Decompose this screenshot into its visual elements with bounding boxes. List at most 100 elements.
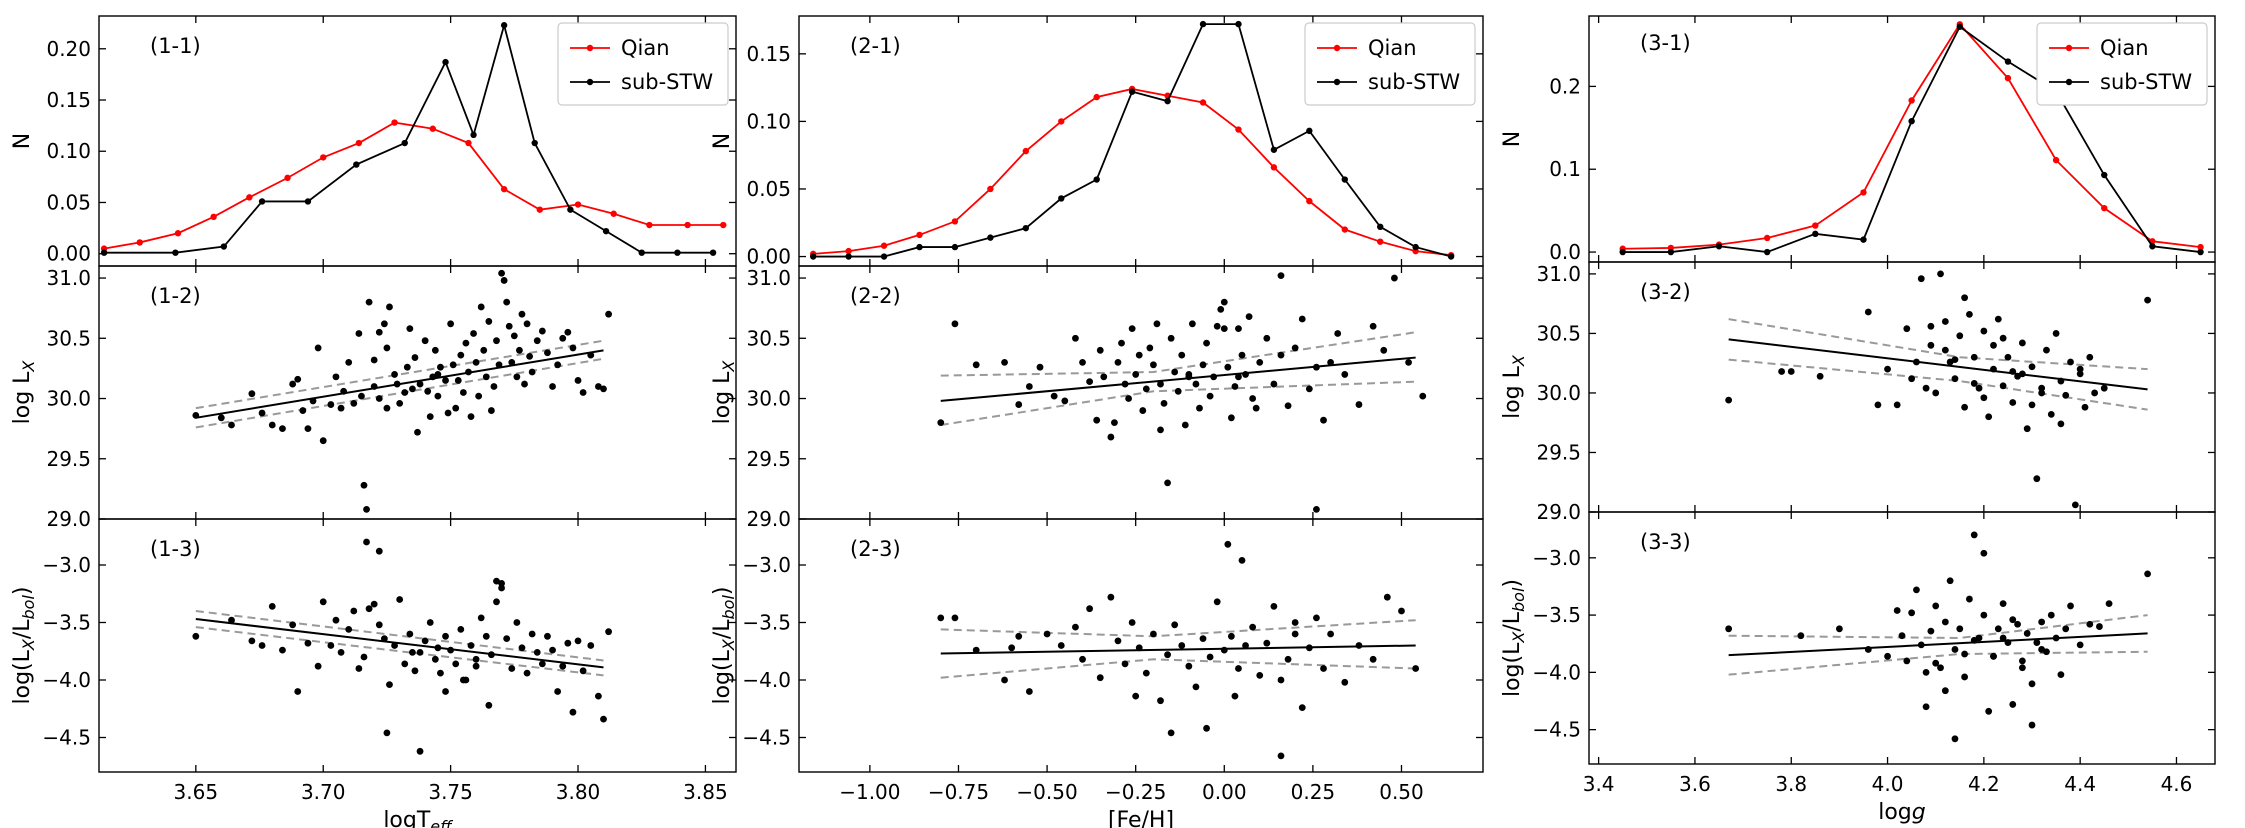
fit-line — [940, 356, 1416, 402]
data-point — [1922, 384, 1930, 392]
panel-frame — [798, 518, 1484, 773]
data-point — [1174, 387, 1182, 395]
data-point — [2144, 296, 2151, 304]
data-point — [431, 346, 439, 354]
chart-column-1: 0.00 0.05 0.10 0.15 0.20 (1-1) N Qian sub-STW 29.… — [10, 15, 737, 828]
data-point — [1086, 378, 1094, 386]
data-point — [1079, 358, 1086, 366]
y-tick-label: 0.15 — [46, 88, 91, 112]
data-point — [1961, 673, 1968, 681]
data-point — [279, 646, 286, 654]
data-point — [1178, 351, 1186, 359]
data-point — [1778, 368, 1786, 375]
series-point-Qian — [916, 231, 923, 239]
data-point — [2086, 620, 2094, 628]
y-axis-label: log LX — [10, 360, 38, 425]
data-point — [299, 407, 307, 414]
data-point — [1874, 401, 1882, 409]
data-point — [480, 346, 488, 354]
data-point — [1128, 325, 1136, 333]
data-point — [600, 385, 607, 393]
data-point — [538, 660, 546, 668]
data-point — [1797, 632, 1805, 640]
panel-frame — [1588, 511, 2216, 765]
data-point — [2033, 639, 2041, 646]
data-point — [2018, 664, 2026, 672]
data-point — [314, 344, 322, 352]
data-point — [363, 538, 370, 546]
data-point — [228, 616, 235, 624]
series-point-sub-STW — [470, 131, 477, 139]
data-point — [421, 337, 429, 345]
data-point — [1985, 413, 1993, 421]
y-tick-label: −4.0 — [742, 668, 791, 692]
data-point — [559, 334, 567, 342]
data-point — [495, 361, 503, 369]
data-point — [493, 598, 500, 606]
data-point — [470, 330, 477, 337]
data-point — [345, 626, 353, 633]
data-point — [1025, 688, 1033, 695]
confidence-lower — [195, 626, 604, 677]
data-point — [1913, 358, 1920, 366]
data-point — [564, 328, 572, 336]
series-point-sub-STW — [638, 249, 645, 256]
y-axis-label: log LX — [1500, 354, 1528, 419]
data-point — [434, 371, 442, 378]
series-point-sub-STW — [880, 253, 888, 260]
y-tick-label: −4.0 — [1532, 660, 1581, 684]
x-tick-label: 3.70 — [301, 780, 346, 804]
panel-tag: (1-3) — [150, 537, 201, 561]
y-tick-label: 29.0 — [746, 507, 791, 531]
data-point — [1206, 653, 1214, 661]
x-tick-label: 4.2 — [1968, 772, 2000, 796]
data-point — [1994, 625, 2002, 633]
series-point-sub-STW — [442, 58, 449, 66]
data-point — [498, 584, 505, 592]
data-point — [493, 337, 500, 345]
data-point — [1132, 371, 1140, 378]
data-point — [426, 413, 434, 420]
panel-tag: (2-1) — [850, 34, 901, 58]
panel-3-2: 29.0 29.5 30.0 30.5 31.0 (3-2) log LX — [1500, 261, 2216, 524]
series-point-sub-STW — [1093, 176, 1100, 183]
data-point — [526, 352, 534, 360]
y-tick-label: 0.00 — [746, 245, 791, 269]
data-point — [2052, 330, 2060, 337]
series-point-Qian — [136, 239, 143, 246]
legend-marker — [2065, 78, 2073, 86]
data-point — [380, 635, 388, 642]
data-point — [442, 688, 449, 695]
x-tick-label: 0.00 — [1202, 780, 1247, 804]
data-point — [2057, 377, 2065, 385]
data-point — [595, 692, 602, 700]
data-point — [2028, 401, 2036, 409]
data-point — [2086, 353, 2094, 361]
y-tick-label: −3.5 — [1532, 603, 1581, 627]
data-point — [2062, 625, 2070, 633]
data-point — [2071, 501, 2079, 509]
data-point — [1107, 593, 1115, 601]
legend: Qian sub-STW — [2036, 22, 2208, 106]
data-point — [332, 616, 340, 624]
data-point — [1125, 395, 1132, 402]
y-tick-label: 30.5 — [46, 326, 91, 350]
data-point — [449, 361, 457, 369]
data-point — [1313, 614, 1320, 622]
data-point — [1941, 318, 1949, 325]
data-point — [375, 621, 383, 629]
data-point — [370, 356, 378, 364]
legend: Qian sub-STW — [557, 22, 729, 106]
data-point — [587, 642, 595, 649]
data-point — [1966, 595, 1973, 603]
data-point — [1185, 371, 1193, 378]
series-point-sub-STW — [602, 227, 610, 235]
data-point — [1291, 619, 1299, 626]
series-point-sub-STW — [1447, 253, 1455, 260]
y-tick-label: 0.0 — [1549, 240, 1581, 264]
data-point — [533, 649, 541, 656]
y-tick-label: 29.5 — [1536, 440, 1581, 464]
data-point — [403, 363, 411, 371]
y-axis-label: N — [10, 133, 35, 149]
series-point-sub-STW — [1619, 248, 1626, 256]
